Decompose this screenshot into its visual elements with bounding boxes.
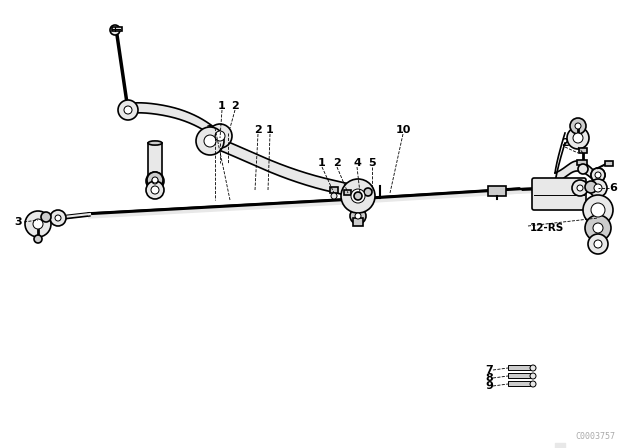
Circle shape [147, 172, 163, 188]
Circle shape [595, 172, 601, 178]
Text: 2: 2 [561, 138, 569, 148]
Circle shape [118, 100, 138, 120]
Bar [579, 148, 587, 153]
Text: 8: 8 [485, 373, 493, 383]
Circle shape [351, 189, 365, 203]
Circle shape [530, 381, 536, 387]
Bar [508, 373, 530, 378]
Circle shape [591, 203, 605, 217]
Text: 12-RS: 12-RS [530, 223, 564, 233]
Bar [508, 381, 530, 386]
Circle shape [572, 180, 588, 196]
Text: 2: 2 [333, 158, 341, 168]
Circle shape [25, 211, 51, 237]
FancyBboxPatch shape [532, 178, 586, 210]
Circle shape [588, 234, 608, 254]
Circle shape [589, 179, 607, 197]
Circle shape [350, 208, 366, 224]
Bar [112, 27, 122, 31]
Circle shape [591, 168, 605, 182]
Circle shape [577, 185, 583, 191]
Circle shape [33, 219, 43, 229]
Bar [508, 365, 530, 370]
Circle shape [341, 179, 375, 213]
Circle shape [355, 213, 361, 219]
Text: 1: 1 [318, 158, 326, 168]
Text: 11: 11 [205, 125, 221, 135]
Text: 2: 2 [231, 101, 239, 111]
Circle shape [146, 181, 164, 199]
Text: 1: 1 [218, 101, 226, 111]
Circle shape [204, 135, 216, 147]
Circle shape [215, 131, 225, 141]
Text: 3: 3 [14, 217, 22, 227]
Bar [330, 187, 338, 193]
Ellipse shape [148, 176, 162, 180]
Circle shape [530, 365, 536, 371]
Circle shape [152, 178, 158, 184]
Circle shape [124, 106, 132, 114]
Circle shape [594, 184, 602, 192]
Circle shape [583, 195, 613, 225]
Bar [605, 161, 613, 166]
Bar [148, 143, 162, 178]
Circle shape [593, 223, 603, 233]
Circle shape [364, 188, 372, 196]
Circle shape [208, 124, 232, 148]
Text: C0003757: C0003757 [575, 431, 615, 440]
Circle shape [575, 123, 581, 129]
Text: 4: 4 [353, 158, 361, 168]
Circle shape [196, 127, 224, 155]
Bar [344, 190, 351, 195]
Text: 1: 1 [266, 125, 274, 135]
Circle shape [570, 118, 586, 134]
Circle shape [151, 186, 159, 194]
Circle shape [567, 127, 589, 149]
Text: 9: 9 [485, 381, 493, 391]
Circle shape [591, 168, 605, 182]
Circle shape [585, 215, 611, 241]
Circle shape [50, 210, 66, 226]
Bar [577, 160, 587, 165]
Circle shape [585, 181, 597, 193]
Circle shape [573, 133, 583, 143]
Text: 10: 10 [396, 125, 411, 135]
Circle shape [578, 164, 588, 174]
Circle shape [152, 177, 158, 183]
Circle shape [331, 193, 337, 199]
Bar [353, 218, 363, 226]
Circle shape [354, 192, 362, 200]
Text: 1: 1 [574, 138, 582, 148]
Ellipse shape [148, 141, 162, 145]
Circle shape [55, 215, 61, 221]
Text: 5: 5 [368, 158, 376, 168]
Circle shape [594, 240, 602, 248]
Text: 6: 6 [609, 183, 617, 193]
Text: 2: 2 [254, 125, 262, 135]
Circle shape [41, 212, 51, 222]
Circle shape [34, 235, 42, 243]
Circle shape [146, 172, 164, 190]
Circle shape [110, 25, 120, 35]
Bar [488, 186, 506, 196]
Circle shape [530, 373, 536, 379]
Text: 7: 7 [485, 365, 493, 375]
